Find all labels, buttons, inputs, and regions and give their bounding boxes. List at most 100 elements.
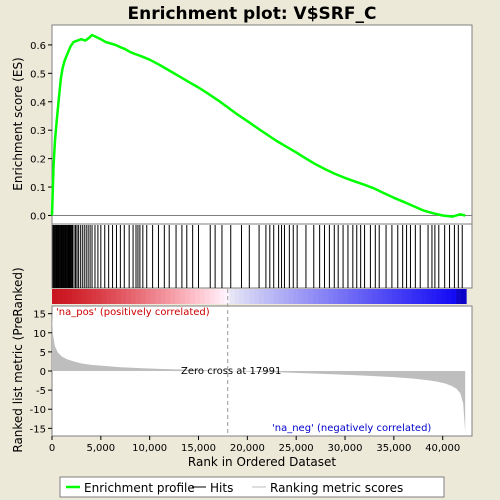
neg-correlated-label: 'na_neg' (negatively correlated) (272, 423, 431, 434)
color-bar-segment (363, 289, 368, 304)
color-bar-segment (279, 289, 284, 304)
color-bar-segment (368, 289, 373, 304)
es-y-tick-label: 0.6 (30, 41, 46, 52)
color-bar-segment (372, 289, 377, 304)
color-bar-segment (205, 289, 210, 304)
color-bar-segment (229, 289, 234, 304)
es-y-tick-label: 0.4 (30, 98, 46, 109)
color-bar-segment (195, 289, 200, 304)
color-bar-segment (461, 289, 466, 304)
color-bar-segment (106, 289, 111, 304)
color-bar-segment (82, 289, 87, 304)
color-bar-segment (151, 289, 156, 304)
color-bar-segment (87, 289, 92, 304)
color-bar-segment (446, 289, 451, 304)
color-bar-segment (432, 289, 437, 304)
pos-correlated-label: 'na_pos' (positively correlated) (56, 307, 210, 318)
color-bar-segment (57, 289, 62, 304)
ranked-list-color-bar (52, 289, 467, 304)
color-bar-segment (289, 289, 294, 304)
es-y-axis-label: Enrichment score (ES) (11, 57, 25, 190)
color-bar-segment (407, 289, 412, 304)
color-bar-segment (96, 289, 101, 304)
color-bar-segment (343, 289, 348, 304)
legend-label-enrichment-profile: Enrichment profile (84, 481, 195, 495)
color-bar-segment (323, 289, 328, 304)
color-bar-segment (220, 289, 225, 304)
color-bar-segment (131, 289, 136, 304)
metric-y-tick-label: -15 (30, 424, 46, 435)
color-bar-segment (303, 289, 308, 304)
color-bar-segment (77, 289, 82, 304)
color-bar-segment (264, 289, 269, 304)
metric-y-tick-label: -5 (36, 386, 46, 397)
x-tick-label: 25,000 (279, 443, 314, 454)
legend-label-ranking-metric-scores: Ranking metric scores (270, 481, 403, 495)
color-bar-segment (62, 289, 67, 304)
color-bar-segment (412, 289, 417, 304)
metric-y-tick-label: 15 (33, 310, 46, 321)
es-y-tick-label: 0.1 (30, 183, 46, 194)
color-bar-segment (441, 289, 446, 304)
color-bar-segment (308, 289, 313, 304)
color-bar-segment (72, 289, 77, 304)
color-bar-segment (136, 289, 141, 304)
color-bar-segment (160, 289, 165, 304)
metric-y-tick-label: 5 (40, 348, 46, 359)
es-y-tick-label: 0.3 (30, 126, 46, 137)
color-bar-segment (67, 289, 72, 304)
hits-panel (52, 224, 472, 288)
color-bar-segment (146, 289, 151, 304)
color-bar-segment (185, 289, 190, 304)
color-bar-segment (427, 289, 432, 304)
color-bar-segment (200, 289, 205, 304)
color-bar-segment (156, 289, 161, 304)
legend-label-hits: Hits (210, 481, 233, 495)
color-bar-segment (91, 289, 96, 304)
color-bar-segment (175, 289, 180, 304)
color-bar-segment (318, 289, 323, 304)
color-bar-segment (397, 289, 402, 304)
color-bar-segment (121, 289, 126, 304)
color-bar-segment (254, 289, 259, 304)
color-bar-segment (348, 289, 353, 304)
color-bar-segment (111, 289, 116, 304)
color-bar-segment (313, 289, 318, 304)
x-tick-label: 5,000 (87, 443, 116, 454)
color-bar-segment (451, 289, 456, 304)
color-bar-segment (210, 289, 215, 304)
x-tick-label: 20,000 (230, 443, 265, 454)
color-bar-segment (456, 289, 461, 304)
color-bar-segment (170, 289, 175, 304)
metric-y-tick-label: -10 (30, 405, 46, 416)
zero-cross-label: Zero cross at 17991 (181, 366, 281, 377)
x-tick-label: 40,000 (425, 443, 460, 454)
color-bar-segment (239, 289, 244, 304)
color-bar-segment (382, 289, 387, 304)
color-bar-segment (116, 289, 121, 304)
color-bar-segment (180, 289, 185, 304)
es-y-tick-label: 0.0 (30, 211, 46, 222)
color-bar-segment (402, 289, 407, 304)
color-bar-segment (437, 289, 442, 304)
x-tick-label: 30,000 (328, 443, 363, 454)
metric-y-axis-label: Ranked list metric (PreRanked) (11, 267, 25, 452)
color-bar-segment (259, 289, 264, 304)
color-bar-segment (422, 289, 427, 304)
color-bar-segment (52, 289, 57, 304)
es-y-tick-label: 0.2 (30, 155, 46, 166)
color-bar-segment (328, 289, 333, 304)
x-tick-label: 35,000 (376, 443, 411, 454)
color-bar-segment (299, 289, 304, 304)
es-panel (52, 25, 472, 224)
color-bar-segment (244, 289, 249, 304)
x-tick-label: 15,000 (181, 443, 216, 454)
es-y-tick-label: 0.5 (30, 69, 46, 80)
color-bar-segment (190, 289, 195, 304)
x-tick-label: 10,000 (132, 443, 167, 454)
color-bar-segment (165, 289, 170, 304)
color-bar-segment (126, 289, 131, 304)
metric-y-tick-label: 10 (33, 329, 46, 340)
color-bar-segment (353, 289, 358, 304)
